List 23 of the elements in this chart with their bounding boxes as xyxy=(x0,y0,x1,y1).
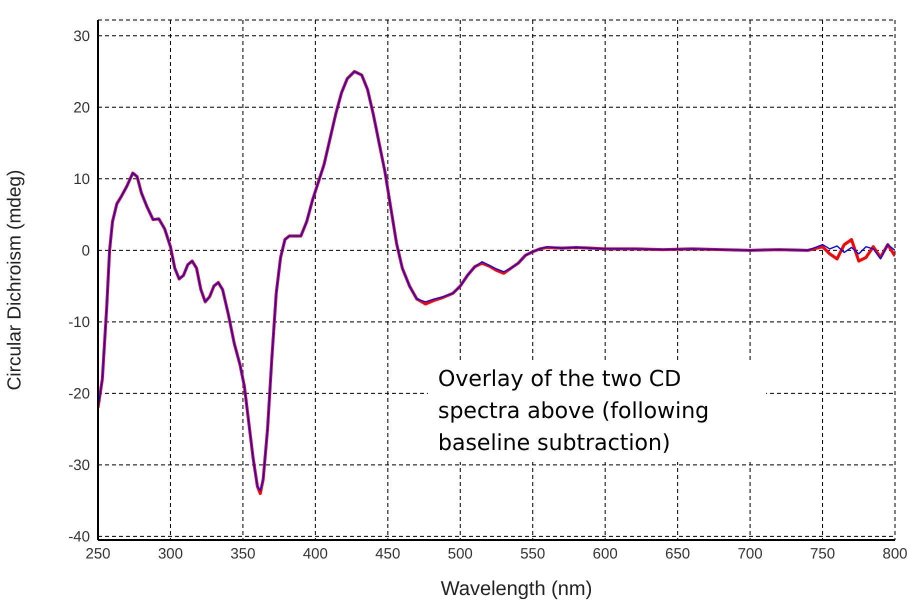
x-tick-label: 250 xyxy=(85,546,111,563)
x-tick-label: 650 xyxy=(665,546,690,563)
y-tick-label: 20 xyxy=(73,100,90,117)
x-tick-label: 700 xyxy=(738,546,763,563)
x-axis-title: Wavelength (nm) xyxy=(440,578,594,601)
annotation: Overlay of the two CD spectra above (following baseline subtraction) xyxy=(428,362,766,462)
y-tick-label: 10 xyxy=(73,171,90,188)
x-tick-label: 550 xyxy=(520,546,546,563)
x-tick-label: 400 xyxy=(302,546,328,563)
x-tick-label: 800 xyxy=(882,546,908,563)
x-tick-label: 750 xyxy=(810,546,836,563)
x-tick-label: 300 xyxy=(158,546,183,563)
x-tick-label: 450 xyxy=(375,546,400,563)
x-tick-label: 350 xyxy=(230,546,256,563)
y-axis-title: Circular Dichroism (mdeg) xyxy=(4,170,26,390)
y-tick-label: 30 xyxy=(73,28,90,46)
y-tick-label: -40 xyxy=(68,528,90,546)
y-tick-label: -30 xyxy=(68,457,90,474)
y-tick-label: 0 xyxy=(82,242,90,260)
x-tick-label: 500 xyxy=(448,546,473,563)
y-tick-label: -20 xyxy=(68,386,90,403)
y-tick-label: -10 xyxy=(68,314,90,332)
x-tick-label: 600 xyxy=(592,546,618,563)
